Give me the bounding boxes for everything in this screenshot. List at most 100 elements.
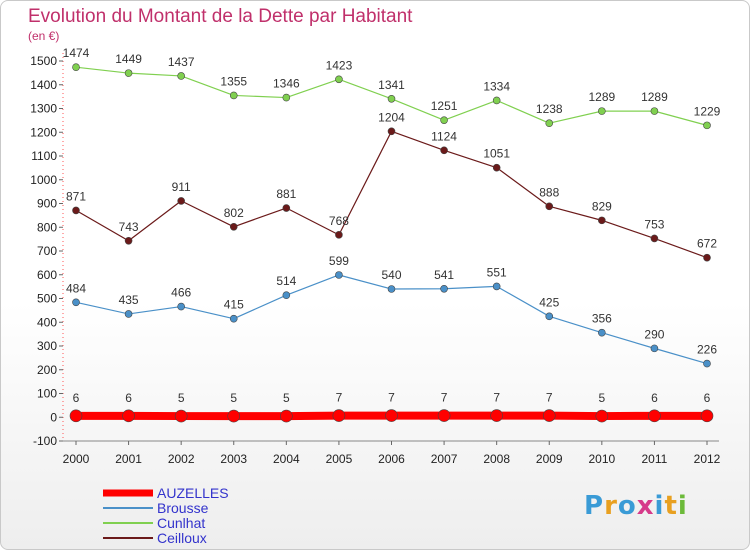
data-label: 1437 <box>168 55 195 69</box>
data-point <box>335 231 343 239</box>
y-tick-label: 800 <box>37 220 57 234</box>
data-point <box>440 116 448 124</box>
data-label: 599 <box>329 254 349 268</box>
data-label: 1289 <box>641 90 668 104</box>
data-point <box>122 409 135 423</box>
data-point <box>387 285 396 293</box>
data-point <box>124 69 133 77</box>
x-tick-label: 2001 <box>115 452 142 466</box>
data-label: 1423 <box>326 58 353 72</box>
y-tick-label: 300 <box>37 339 57 353</box>
data-point <box>227 409 241 423</box>
data-point <box>440 146 448 155</box>
data-point <box>703 359 711 368</box>
logo-letter: i <box>677 491 688 521</box>
y-tick-label: 1100 <box>31 149 57 163</box>
data-point <box>177 197 185 205</box>
data-point <box>69 409 83 423</box>
data-label: 466 <box>171 286 191 300</box>
data-point <box>650 234 659 243</box>
logo-letter: o <box>617 491 637 521</box>
data-label: 1449 <box>115 52 142 66</box>
data-point <box>545 202 554 211</box>
x-tick-label: 2006 <box>378 452 405 466</box>
y-tick-label: 700 <box>37 244 57 258</box>
x-tick-label: 2009 <box>536 452 563 466</box>
data-label: 425 <box>539 295 559 309</box>
data-point <box>542 409 556 422</box>
x-tick-label: 2008 <box>483 452 510 466</box>
data-label: 5 <box>598 391 605 405</box>
data-point <box>282 291 291 299</box>
data-label: 1051 <box>483 147 510 161</box>
data-label: 7 <box>493 391 500 405</box>
data-point <box>703 121 711 130</box>
data-point <box>648 409 661 423</box>
data-label: 290 <box>644 327 664 341</box>
data-point <box>335 75 343 84</box>
data-label: 7 <box>546 391 553 405</box>
data-label: 5 <box>230 391 237 405</box>
data-point <box>545 312 554 321</box>
data-label: 7 <box>336 391 343 405</box>
data-label: 5 <box>178 391 185 405</box>
data-label: 541 <box>434 268 454 282</box>
data-label: 415 <box>224 298 244 312</box>
data-label: 514 <box>276 274 296 288</box>
data-label: 6 <box>651 391 658 405</box>
data-label: 1238 <box>536 102 563 116</box>
data-label: 551 <box>487 265 507 279</box>
data-point <box>332 409 346 422</box>
data-point <box>545 119 554 128</box>
legend-label: AUZELLES <box>157 485 229 501</box>
data-point <box>598 216 606 225</box>
data-label: 1474 <box>63 46 90 60</box>
data-point <box>437 409 451 422</box>
logo-letter: x <box>636 491 655 521</box>
data-point <box>492 96 501 105</box>
data-point <box>387 94 396 103</box>
data-point <box>492 282 501 291</box>
data-label: 802 <box>224 206 244 220</box>
data-label: 1204 <box>378 110 405 124</box>
logo-letter: t <box>664 491 678 521</box>
y-tick-label: 1400 <box>30 78 57 92</box>
data-label: 6 <box>704 391 711 405</box>
data-point <box>174 409 188 423</box>
data-label: 5 <box>283 391 290 405</box>
data-point <box>703 253 711 262</box>
data-label: 6 <box>125 391 132 405</box>
data-point <box>385 409 398 422</box>
x-tick-label: 2002 <box>168 452 195 466</box>
data-label: 888 <box>539 185 559 199</box>
data-point <box>650 344 659 353</box>
data-point <box>72 63 80 71</box>
data-label: 1334 <box>483 79 510 93</box>
data-label: 7 <box>388 391 395 405</box>
data-point <box>700 409 714 423</box>
data-point <box>229 222 238 231</box>
data-point <box>177 72 185 80</box>
data-point <box>124 310 133 318</box>
data-label: 829 <box>592 199 612 213</box>
series-line-ceilloux <box>75 130 708 259</box>
data-label: 1251 <box>431 99 458 113</box>
data-point <box>280 409 293 423</box>
x-tick-label: 2003 <box>220 452 247 466</box>
y-tick-label: 200 <box>37 363 57 377</box>
data-point <box>440 284 448 293</box>
data-label: 1289 <box>588 90 615 104</box>
data-point <box>282 204 291 212</box>
data-label: 540 <box>381 268 401 282</box>
data-label: 1355 <box>220 74 247 88</box>
data-label: 743 <box>119 220 139 234</box>
unit-label: (en €) <box>28 29 60 43</box>
data-label: 6 <box>73 391 80 405</box>
data-label: 881 <box>276 187 296 201</box>
data-label: 1229 <box>694 104 721 118</box>
data-label: 356 <box>592 312 612 326</box>
y-tick-label: 1500 <box>30 54 57 68</box>
data-label: 871 <box>66 189 86 203</box>
data-label: 226 <box>697 343 717 357</box>
